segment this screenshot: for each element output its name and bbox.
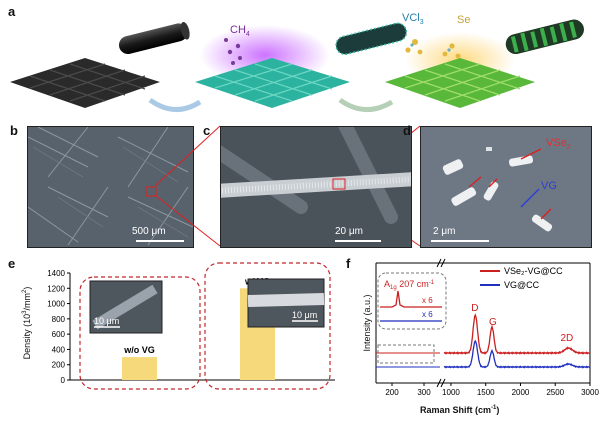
panel-f-xlabel: Raman Shift (cm-1) [420, 405, 500, 415]
bar-label: w/o VG [123, 345, 155, 355]
x-tick-label: 2500 [546, 388, 564, 397]
carbon-fiber-cylinder [118, 21, 190, 55]
process-arrow-2 [338, 97, 394, 112]
axis-break [440, 378, 446, 388]
x-tick-label: 1500 [477, 388, 495, 397]
scale-label-d: 2 μm [433, 226, 456, 237]
legend-label-vg: VG@CC [504, 280, 540, 290]
label-vse2: VSe2 [546, 137, 571, 152]
series-line-vg [443, 339, 591, 369]
sem-image-c: 20 μm [220, 126, 412, 248]
selection-box [377, 344, 435, 364]
inset-zoom: A1g 207 cm-1 x 6 x 6 [377, 272, 447, 330]
inset-scale-label: 10 μm [94, 316, 119, 326]
reagent-se: Se [457, 14, 471, 26]
sem-image-d: VSe2 VG 2 μm [420, 126, 592, 248]
reagent-ch4: CH4 [230, 24, 250, 39]
panel-a-label: a [8, 4, 16, 19]
inset-box [377, 272, 447, 330]
axis-break [436, 258, 442, 268]
inset-fiber [92, 284, 158, 330]
x-tick-label: 200 [385, 388, 399, 397]
inset-sem-with-vg: 10 μm [247, 278, 325, 328]
process-arrow-1 [148, 97, 202, 112]
panel-d-label: d [403, 123, 411, 138]
panel-e-label: e [8, 256, 16, 271]
scale-label-c: 20 μm [335, 226, 363, 237]
y-tick-label: 0 [61, 376, 66, 385]
peak-d-label: D [471, 303, 478, 314]
y-tick-label: 600 [52, 330, 66, 339]
x-tick-label: 3000 [581, 388, 599, 397]
y-tick-label: 800 [52, 315, 66, 324]
y-tick-label: 1400 [47, 269, 65, 278]
panel-b-label: b [10, 123, 18, 138]
group-box-with-vg [204, 262, 331, 390]
inset-series-vse2-vg [380, 290, 442, 308]
multiplier-label: x 6 [422, 296, 433, 305]
y-tick-label: 1000 [47, 300, 65, 309]
legend-label-vse2-vg: VSe₂-VG@CC [504, 266, 563, 276]
raman-spectra-chart: 200 300 1000 1500 2000 2500 3000 A1g 207 cm-1 x … [375, 258, 599, 397]
x-tick-label: 1000 [442, 388, 460, 397]
vg-coated-cylinder [335, 22, 408, 56]
series-line-vse2-vg [443, 313, 591, 355]
multiplier-label: x 6 [422, 310, 433, 319]
axis-break [436, 378, 442, 388]
inset-scale-label: 10 μm [292, 310, 317, 320]
axis-break [440, 258, 446, 268]
x-tick-label: 300 [417, 388, 431, 397]
y-tick-label: 1200 [47, 284, 65, 293]
panel-a-schematic [10, 19, 584, 112]
label-vg: VG [541, 180, 557, 192]
green-mesh [385, 58, 535, 108]
legend: VSe₂-VG@CC VG@CC [480, 266, 563, 290]
panel-f-label: f [346, 256, 351, 271]
y-tick-label: 400 [52, 345, 66, 354]
panel-c-label: c [203, 123, 211, 138]
black-mesh [10, 58, 160, 108]
group-box-without-vg [79, 276, 201, 390]
inset-sem-without-vg: 10 μm [89, 280, 163, 334]
scale-label-b: 500 μm [132, 226, 166, 237]
peak-g-label: G [489, 317, 497, 328]
sem-image-b: 500 μm [27, 126, 194, 248]
y-tick-label: 200 [52, 361, 66, 370]
inset-fiber [247, 293, 325, 307]
peak-2d-label: 2D [560, 333, 573, 344]
reagent-vcl3: VCl3 [402, 12, 424, 27]
x-tick-label: 2000 [512, 388, 530, 397]
teal-mesh [195, 58, 350, 108]
bar-0 [122, 357, 157, 380]
vse2-vg-cylinder [505, 19, 584, 55]
peak-a1g-label: A1g 207 cm-1 [384, 279, 435, 291]
